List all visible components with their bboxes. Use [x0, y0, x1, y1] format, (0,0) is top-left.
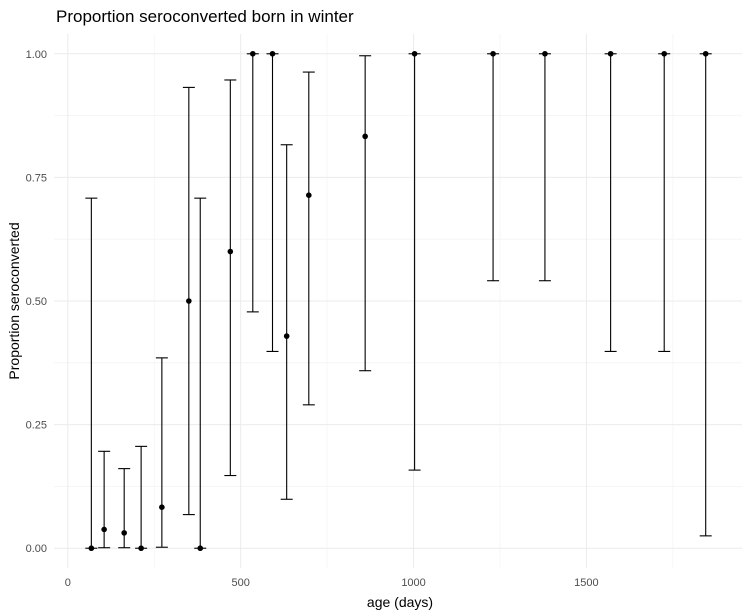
data-point — [121, 530, 127, 536]
data-point — [227, 248, 234, 255]
data-point — [186, 298, 192, 304]
y-tick-label: 0.00 — [26, 543, 47, 555]
error-bar — [658, 53, 671, 352]
data-point — [88, 545, 95, 552]
data-point — [607, 50, 614, 57]
y-tick-label: 0.75 — [26, 172, 47, 184]
data-point — [138, 545, 144, 552]
error-bar — [85, 197, 98, 549]
y-tick-label: 0.25 — [26, 420, 47, 432]
y-axis-title: Proportion seroconverted — [6, 222, 22, 379]
error-bar — [246, 53, 259, 313]
error-bar — [155, 357, 168, 548]
error-bar — [699, 53, 712, 537]
x-tick-label: 500 — [232, 577, 250, 589]
x-tick-label: 0 — [65, 577, 71, 589]
error-bar — [359, 55, 372, 372]
error-bar — [302, 71, 315, 406]
data-point — [702, 50, 709, 57]
chart-title: Proportion seroconverted born in winter — [56, 7, 354, 26]
error-bar — [194, 197, 207, 549]
error-bar — [280, 144, 293, 500]
x-tick-label: 1500 — [574, 577, 598, 589]
data-point — [542, 50, 548, 57]
error-bar — [98, 450, 111, 549]
data-point — [283, 333, 290, 339]
data-point — [159, 504, 165, 510]
y-tick-label: 1.00 — [26, 49, 47, 61]
data-point — [249, 50, 256, 57]
x-tick-label: 1000 — [401, 577, 425, 589]
data-point — [197, 545, 204, 552]
y-axis-tick-labels: 0.00 0.25 0.50 0.75 1.00 — [26, 49, 47, 555]
y-tick-label: 0.50 — [26, 296, 47, 308]
data-point — [661, 50, 668, 57]
data-points — [88, 50, 709, 552]
grid — [54, 34, 742, 568]
x-axis-title: age (days) — [367, 594, 433, 610]
error-bar — [224, 79, 237, 477]
x-axis-tick-labels: 0 500 1000 1500 — [65, 577, 599, 589]
error-bar — [604, 53, 617, 352]
error-bar — [118, 468, 131, 549]
data-point — [306, 192, 312, 198]
data-point — [269, 50, 276, 57]
error-bar — [266, 53, 279, 352]
data-point — [490, 50, 496, 57]
error-bar — [135, 445, 148, 549]
error-bar — [487, 53, 500, 282]
error-bar — [408, 53, 421, 471]
data-point — [101, 526, 107, 533]
data-point — [411, 50, 418, 57]
data-point — [362, 133, 368, 140]
error-bar — [538, 53, 551, 282]
